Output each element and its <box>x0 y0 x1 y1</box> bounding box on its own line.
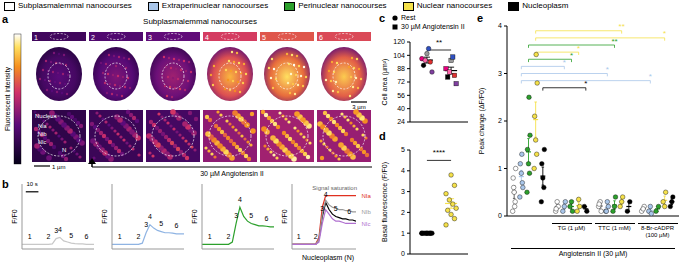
svg-text:1: 1 <box>34 34 38 41</box>
svg-text:3: 3 <box>148 34 152 41</box>
svg-text:4: 4 <box>205 34 209 41</box>
svg-text:**: ** <box>619 22 625 31</box>
svg-text:*: * <box>563 58 566 67</box>
svg-text:2: 2 <box>91 34 95 41</box>
svg-text:6: 6 <box>174 222 178 229</box>
html-text:Nucleoplasm: Nucleoplasm <box>522 1 569 10</box>
svg-text:5: 5 <box>69 232 73 239</box>
svg-text:*: * <box>577 44 580 53</box>
svg-text:24: 24 <box>397 118 405 125</box>
html-text:Rest: Rest <box>401 14 416 21</box>
svg-text:NIb: NIb <box>38 131 47 137</box>
html-text:Subplasmalemmal nanocourses: Subplasmalemmal nanocourses <box>18 1 132 10</box>
svg-text:Basal fluorescence (F/F0): Basal fluorescence (F/F0) <box>381 162 389 242</box>
svg-text:4: 4 <box>401 167 405 174</box>
svg-text:Peak change (ΔF/F0): Peak change (ΔF/F0) <box>478 88 486 155</box>
svg-text:****: **** <box>433 148 445 157</box>
svg-text:**: ** <box>611 37 617 46</box>
svg-text:120: 120 <box>393 38 405 45</box>
svg-text:1: 1 <box>208 233 212 240</box>
svg-text:5: 5 <box>334 205 338 212</box>
svg-text:30 µM Angiotensin II: 30 µM Angiotensin II <box>200 170 264 178</box>
svg-text:1: 1 <box>498 165 502 172</box>
svg-text:1: 1 <box>297 233 301 240</box>
svg-text:NIc: NIc <box>362 221 371 227</box>
svg-text:4: 4 <box>238 196 242 203</box>
html-text:TG (1 µM): TG (1 µM) <box>557 225 586 231</box>
html-text:Perinuclear nanocourses: Perinuclear nanocourses <box>298 1 387 10</box>
svg-text:6: 6 <box>84 233 88 240</box>
svg-text:5: 5 <box>159 220 163 227</box>
svg-text:*: * <box>649 72 652 81</box>
html-text:8-Br-cADPR (100 µM): 8-Br-cADPR (100 µM) <box>641 225 674 238</box>
svg-text:*: * <box>606 65 609 74</box>
html-text:Extraperinuclear nanocourses: Extraperinuclear nanocourses <box>161 1 269 10</box>
svg-text:1: 1 <box>401 230 405 237</box>
html-text:Angiotensin II (30 µM): Angiotensin II (30 µM) <box>558 250 628 257</box>
svg-text:NIa: NIa <box>38 123 48 129</box>
svg-text:4: 4 <box>498 22 502 29</box>
svg-text:1: 1 <box>118 233 122 240</box>
svg-text:4: 4 <box>148 213 152 220</box>
svg-text:2: 2 <box>47 233 51 240</box>
svg-text:NIc: NIc <box>38 139 47 145</box>
svg-text:3: 3 <box>54 227 59 235</box>
svg-text:3: 3 <box>144 221 148 228</box>
svg-text:2: 2 <box>314 233 318 240</box>
svg-text:2: 2 <box>137 233 141 240</box>
svg-text:5: 5 <box>401 146 405 153</box>
svg-text:104: 104 <box>393 52 405 59</box>
svg-text:**: ** <box>436 38 442 47</box>
svg-text:3: 3 <box>498 70 502 77</box>
svg-text:Nucleus: Nucleus <box>35 113 57 119</box>
html-text:TTC (1 mM): TTC (1 mM) <box>598 225 631 231</box>
html-text:b: b <box>2 178 9 190</box>
svg-text:*: * <box>584 79 587 88</box>
svg-text:88: 88 <box>397 65 405 72</box>
svg-text:3: 3 <box>320 205 324 212</box>
svg-text:6: 6 <box>264 215 268 222</box>
svg-text:2: 2 <box>401 209 405 216</box>
svg-text:40: 40 <box>397 105 405 112</box>
svg-text:F/F0: F/F0 <box>11 209 18 223</box>
svg-text:Fluorescent intensity: Fluorescent intensity <box>4 66 12 131</box>
svg-text:4: 4 <box>58 226 62 233</box>
svg-text:10 s: 10 s <box>26 181 37 187</box>
html-text:d: d <box>379 130 386 142</box>
svg-text:N: N <box>62 147 66 153</box>
svg-text:56: 56 <box>397 92 405 99</box>
svg-text:0: 0 <box>498 212 502 219</box>
svg-text:Cell area (µm²): Cell area (µm²) <box>381 59 389 106</box>
html-text:Nuclear nanocourses: Nuclear nanocourses <box>416 1 493 10</box>
svg-text:6: 6 <box>347 208 351 215</box>
svg-text:3 µm: 3 µm <box>352 104 365 110</box>
svg-text:F/F0: F/F0 <box>191 209 198 223</box>
svg-text:NIb: NIb <box>362 209 372 215</box>
svg-text:4: 4 <box>324 191 328 198</box>
svg-text:2: 2 <box>227 233 231 240</box>
svg-text:NIa: NIa <box>362 193 372 199</box>
svg-text:0: 0 <box>401 250 405 257</box>
svg-text:Subplasmalemmal nanocourses: Subplasmalemmal nanocourses <box>143 17 257 26</box>
svg-text:72: 72 <box>397 78 405 85</box>
svg-text:*: * <box>663 29 666 38</box>
svg-text:a: a <box>2 13 9 25</box>
svg-text:F/F0: F/F0 <box>101 209 108 223</box>
html-text:c: c <box>379 12 386 24</box>
svg-text:3: 3 <box>234 212 238 219</box>
svg-text:5: 5 <box>262 34 266 41</box>
svg-text:3: 3 <box>401 188 405 195</box>
svg-text:Signal saturation: Signal saturation <box>312 185 357 191</box>
svg-text:5: 5 <box>249 212 253 219</box>
html-text:30 µM Angiotensin II: 30 µM Angiotensin II <box>401 23 465 30</box>
svg-text:F/F0: F/F0 <box>281 209 288 223</box>
html-text:e: e <box>477 12 484 24</box>
svg-text:2: 2 <box>498 117 502 124</box>
svg-text:1 µm: 1 µm <box>52 164 65 170</box>
svg-text:6: 6 <box>319 34 323 41</box>
svg-text:*: * <box>570 51 573 60</box>
html-text:Nucleoplasm (N): Nucleoplasm (N) <box>301 254 355 261</box>
svg-text:1: 1 <box>28 233 32 240</box>
